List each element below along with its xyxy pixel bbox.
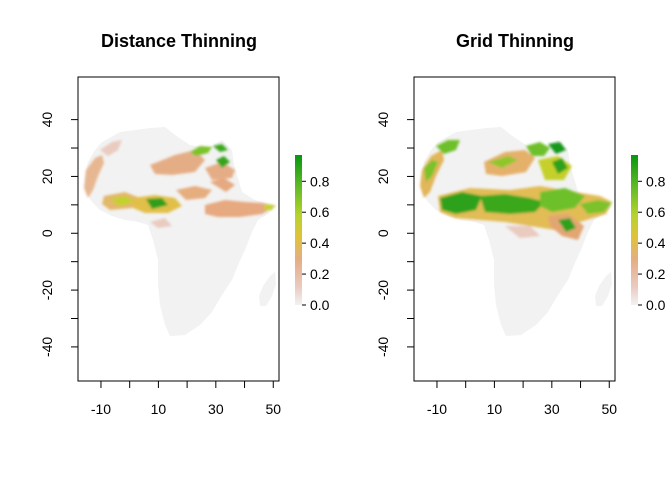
x-axis: -10 10 30 50 — [91, 380, 281, 417]
x-tick-label: 30 — [208, 401, 224, 417]
region-nile — [526, 142, 550, 156]
region-sahel-green-e — [540, 188, 585, 212]
region-mediterranean-green — [548, 142, 566, 154]
x-tick-label: -10 — [91, 401, 111, 417]
y-tick-label: 40 — [375, 112, 391, 128]
region-nw-coast-green — [424, 160, 438, 182]
chart-title: Distance Thinning — [101, 31, 257, 51]
africa-landmass — [85, 127, 276, 336]
panel-grid-thinning: Grid Thinning -10 10 30 50 40 20 0 -20 -40 — [375, 31, 666, 417]
region-sahel-green-w — [110, 196, 134, 206]
legend: 0.8 0.6 0.4 0.2 0.0 — [631, 155, 666, 313]
y-tick-label: 20 — [375, 168, 391, 184]
madagascar — [595, 272, 612, 306]
legend-tick-label: 0.2 — [310, 266, 330, 282]
x-tick-label: 30 — [544, 401, 560, 417]
region-sahel-core-green — [146, 198, 168, 209]
legend-tick-label: 0.0 — [310, 297, 330, 313]
legend-ticks: 0.8 0.6 0.4 0.2 0.0 — [302, 173, 330, 313]
legend-tick-label: 0.6 — [310, 204, 330, 220]
y-tick-label: 20 — [39, 168, 55, 184]
suitability-layer — [420, 140, 612, 240]
region-ethiopia-green — [264, 204, 274, 210]
region-red-sea — [216, 156, 230, 168]
y-tick-label: -20 — [375, 280, 391, 300]
madagascar — [259, 272, 276, 306]
region-sahel-east — [176, 186, 212, 200]
suitability-layer — [84, 140, 276, 228]
region-sahel-green-c — [480, 194, 545, 214]
region-mediterranean-green — [213, 144, 228, 152]
region-sahara-central — [150, 150, 205, 175]
legend-tick-label: 0.6 — [646, 204, 666, 220]
y-tick-label: 40 — [39, 112, 55, 128]
y-tick-label: -40 — [375, 337, 391, 357]
y-axis: 40 20 0 -20 -40 — [375, 112, 415, 357]
x-tick-label: 10 — [487, 401, 503, 417]
region-nile-delta — [190, 146, 212, 156]
region-atlas — [100, 140, 122, 156]
y-axis: 40 20 0 -20 -40 — [39, 112, 79, 357]
region-horn-green — [580, 200, 612, 214]
region-sahara-east — [205, 162, 235, 180]
region-sahel-green-w — [440, 192, 482, 214]
legend-tick-label: 0.0 — [646, 297, 666, 313]
region-sahara-central-green — [488, 156, 518, 168]
chart-title: Grid Thinning — [456, 31, 574, 51]
legend-colorbar — [295, 155, 302, 305]
region-nw-coast — [84, 155, 104, 198]
legend-tick-label: 0.8 — [310, 173, 330, 189]
legend: 0.8 0.6 0.4 0.2 0.0 — [295, 155, 330, 313]
y-tick-label: -40 — [39, 337, 55, 357]
legend-tick-label: 0.2 — [646, 266, 666, 282]
region-red-sea — [552, 158, 568, 174]
legend-tick-label: 0.4 — [310, 235, 330, 251]
region-east-africa-green — [558, 218, 576, 232]
x-axis: -10 10 30 50 — [427, 380, 617, 417]
y-tick-label: 0 — [375, 229, 391, 237]
region-horn — [205, 200, 276, 217]
region-central-africa — [505, 226, 540, 238]
x-tick-label: 50 — [265, 401, 281, 417]
x-tick-label: 50 — [601, 401, 617, 417]
legend-ticks: 0.8 0.6 0.4 0.2 0.0 — [638, 173, 666, 313]
region-gulf-guinea — [150, 218, 172, 228]
legend-colorbar — [631, 155, 638, 305]
region-central-africa — [210, 178, 235, 192]
x-tick-label: 10 — [151, 401, 167, 417]
y-tick-label: -20 — [39, 280, 55, 300]
legend-tick-label: 0.8 — [646, 173, 666, 189]
legend-tick-label: 0.4 — [646, 235, 666, 251]
region-atlas — [436, 140, 460, 154]
y-tick-label: 0 — [39, 229, 55, 237]
x-tick-label: -10 — [427, 401, 447, 417]
